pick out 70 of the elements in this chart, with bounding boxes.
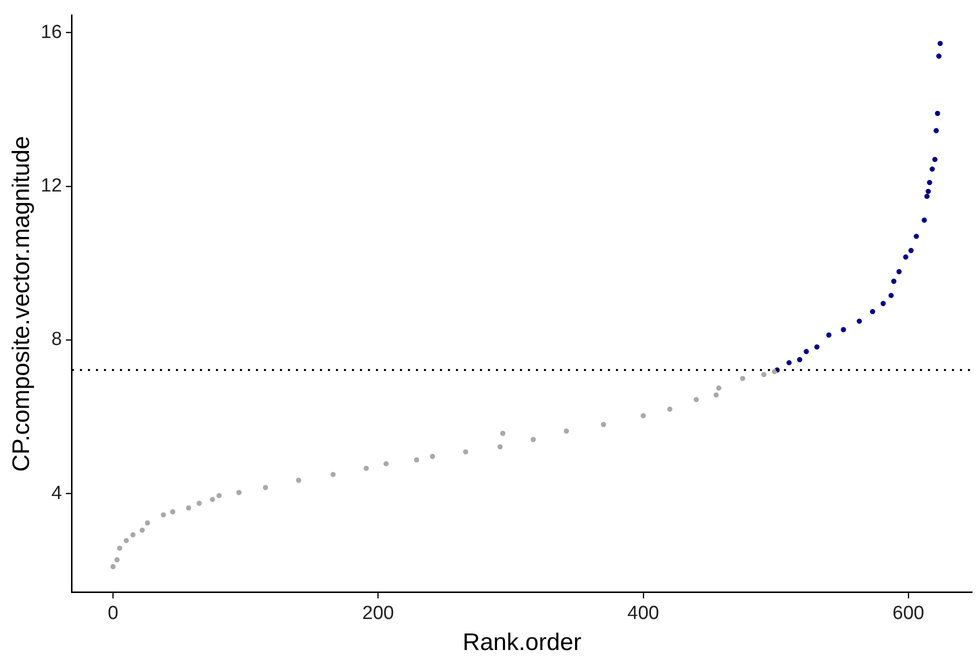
point	[186, 505, 192, 510]
x-tick-label: 400	[627, 603, 660, 624]
point	[497, 444, 503, 450]
point	[932, 156, 938, 162]
point	[896, 269, 902, 274]
point	[856, 318, 862, 324]
point	[786, 360, 792, 366]
point	[144, 520, 150, 526]
point	[714, 392, 719, 398]
point	[364, 466, 369, 471]
point	[564, 428, 569, 434]
y-tick-label: 12	[40, 176, 62, 197]
point	[891, 278, 896, 284]
point	[936, 54, 942, 59]
point	[114, 557, 120, 562]
point	[797, 357, 802, 362]
x-tick-label: 0	[108, 603, 118, 624]
point	[140, 528, 145, 533]
point	[414, 457, 420, 462]
point	[530, 436, 536, 442]
x-tick-label: 600	[892, 603, 924, 624]
point	[463, 449, 468, 454]
point	[804, 348, 809, 354]
y-tick-label: 16	[40, 22, 62, 43]
point	[908, 248, 914, 254]
point	[826, 332, 832, 338]
point	[926, 188, 931, 194]
point	[934, 128, 939, 134]
point	[196, 500, 202, 506]
point	[262, 484, 268, 490]
point	[500, 430, 506, 436]
point	[430, 454, 436, 460]
point	[924, 194, 930, 199]
point	[930, 166, 935, 172]
point	[110, 564, 116, 570]
point	[914, 234, 919, 239]
point	[938, 40, 943, 46]
point	[667, 406, 672, 412]
point	[888, 292, 894, 298]
point	[160, 512, 166, 518]
point	[170, 509, 176, 514]
point	[880, 300, 886, 306]
point	[694, 396, 699, 402]
point	[926, 180, 932, 186]
point	[870, 308, 876, 314]
point	[216, 492, 222, 498]
point	[772, 368, 778, 374]
y-axis-title: CP.composite.vector.magnitude	[8, 136, 36, 472]
point	[840, 327, 846, 332]
x-axis-title: Rank.order	[462, 629, 582, 656]
point	[210, 496, 216, 502]
point	[934, 110, 940, 116]
point	[124, 538, 129, 544]
point	[383, 461, 389, 466]
point	[740, 376, 746, 382]
point	[761, 372, 766, 378]
y-tick-label: 4	[51, 482, 62, 504]
point	[922, 218, 927, 223]
point	[236, 490, 242, 496]
point	[330, 472, 336, 478]
point	[814, 344, 820, 350]
x-tick-label: 200	[362, 603, 394, 624]
point	[716, 385, 722, 391]
point	[640, 413, 646, 418]
point	[903, 254, 908, 260]
point	[117, 546, 122, 551]
point	[130, 532, 136, 538]
y-tick-label: 8	[51, 329, 62, 350]
point	[296, 478, 302, 483]
point	[600, 422, 606, 428]
